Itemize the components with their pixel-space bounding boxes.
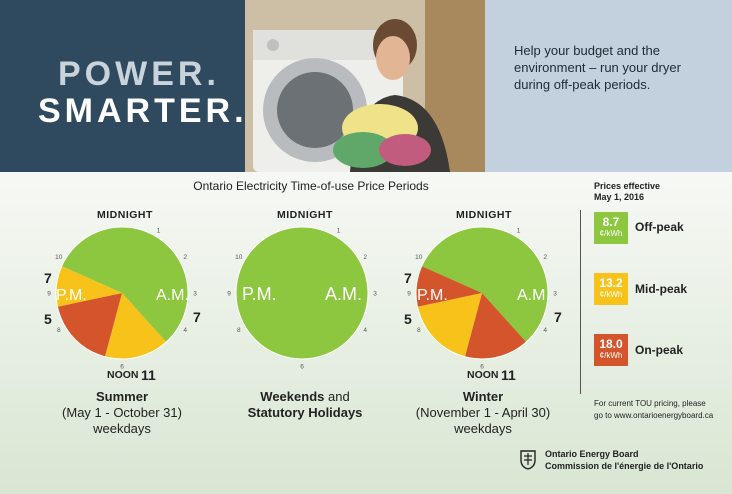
weekend-caption-and: and [324, 389, 350, 404]
winter-off-peak-segment-0 [421, 227, 548, 343]
summer-hour-tick-8: 8 [57, 327, 61, 334]
weekend-midnight-label: MIDNIGHT [277, 209, 333, 221]
legend-divider [580, 210, 581, 394]
weekends-hour-tick-2: 2 [363, 254, 367, 261]
mid-peak-price: 13.2 [599, 276, 623, 290]
on-peak-unit: ¢/kWh [599, 351, 623, 360]
summer-on-peak-segment-2 [57, 293, 122, 357]
winter-seven-pm: 7 [404, 270, 412, 286]
pricing-note-line1: For current TOU pricing, please [594, 399, 706, 408]
summer-mid-peak-segment-3 [55, 266, 122, 307]
winter-hour-tick-10: 10 [415, 254, 423, 261]
winter-seven-am: 7 [554, 309, 562, 325]
winter-caption-detail: (November 1 - April 30) weekdays [415, 405, 551, 436]
off-peak-label: Off-peak [635, 220, 684, 234]
weekends-hour-tick-4: 4 [363, 327, 367, 334]
tagline-text: Help your budget and the environment – r… [514, 43, 681, 92]
on-peak-price: 18.0 [599, 337, 623, 351]
weekend-am-label: A.M. [325, 284, 363, 304]
brand-line-1: POWER. [58, 55, 220, 93]
summer-hour-tick-2: 2 [183, 254, 187, 261]
summer-seven-am: 7 [193, 309, 201, 325]
summer-pm-label: P.M. [56, 287, 87, 304]
winter-five-pm: 5 [404, 311, 412, 327]
summer-am-label: A.M. [156, 287, 189, 304]
section-title: Ontario Electricity Time-of-use Price Pe… [0, 179, 732, 193]
off-peak-price: 8.7 [602, 215, 620, 229]
header-brand-panel [0, 0, 245, 172]
summer-five-pm: 5 [44, 311, 52, 327]
winter-noon-label: NOON [467, 369, 499, 381]
winter-hour-tick-2: 2 [543, 254, 547, 261]
summer-seven-pm: 7 [44, 270, 52, 286]
pricing-note: For current TOU pricing, please go to ww… [594, 398, 724, 422]
weekends-hour-tick-1: 1 [337, 227, 341, 234]
summer-off-peak-segment-0 [61, 227, 189, 343]
winter-hour-tick-4: 4 [543, 327, 547, 334]
summer-eleven-am: 11 [141, 367, 156, 383]
summer-mid-peak-segment-1 [104, 293, 167, 359]
pricing-note-line2: go to www.ontarioenergyboard.ca [594, 411, 714, 420]
dryer-photo [245, 0, 485, 172]
summer-hour-tick-10: 10 [55, 254, 63, 261]
summer-clock-rim [55, 226, 189, 360]
summer-midnight-label: MIDNIGHT [97, 209, 153, 221]
winter-am-label: A.M. [517, 287, 550, 304]
mid-peak-unit: ¢/kWh [599, 290, 623, 299]
weekends-clock-rim [235, 226, 369, 360]
winter-hour-tick-1: 1 [517, 227, 521, 234]
summer-caption-title: Summer [95, 389, 149, 404]
winter-clock-rim [415, 226, 549, 360]
on-peak-label: On-peak [635, 343, 684, 357]
tagline-panel [485, 0, 732, 172]
summer-noon-label: NOON [107, 369, 139, 381]
legend-title-line1: Prices effective [594, 181, 661, 191]
section-title-text: Ontario Electricity Time-of-use Price Pe… [193, 179, 429, 193]
off-peak-unit: ¢/kWh [599, 229, 623, 238]
summer-caption: Summer (May 1 - October 31) weekdays [37, 389, 207, 437]
summer-hour-tick-6: 6 [120, 364, 124, 371]
weekends-off-peak-segment-0 [236, 227, 368, 359]
winter-hour-tick-6: 6 [480, 364, 484, 371]
mid-peak-label: Mid-peak [635, 282, 688, 296]
winter-on-peak-segment-1 [464, 293, 527, 359]
clock-diagrams: 1 2 3 4 6 8 9 10 1 2 3 4 6 8 9 10 1 2 3 4 6 8 9 10 [47, 226, 557, 371]
summer-hour-tick-4: 4 [183, 327, 187, 334]
oeb-name-en: Ontario Energy Board [545, 449, 639, 459]
legend-title: Prices effective May 1, 2016 [594, 181, 660, 203]
winter-on-peak-segment-3 [416, 266, 482, 307]
winter-hour-tick-8: 8 [417, 327, 421, 334]
ontario-crest-icon [520, 450, 536, 470]
winter-caption-title: Winter [462, 389, 504, 404]
summer-hour-tick-9: 9 [47, 291, 51, 298]
legend-title-line2: May 1, 2016 [594, 192, 645, 202]
winter-pm-label: P.M. [417, 287, 448, 304]
brand-line-2: SMARTER. [38, 92, 248, 130]
weekends-hour-tick-6: 6 [300, 364, 304, 371]
summer-caption-detail: (May 1 - October 31) weekdays [62, 405, 182, 436]
weekend-pm-label: P.M. [242, 284, 277, 304]
weekend-caption-title: Weekends [260, 389, 325, 404]
weekends-hour-tick-9: 9 [227, 291, 231, 298]
oeb-name-fr: Commission de l'énergie de l'Ontario [545, 461, 704, 471]
mid-peak-swatch: 13.2 ¢/kWh [594, 273, 628, 305]
weekends-hour-tick-8: 8 [237, 327, 241, 334]
winter-hour-tick-3: 3 [553, 291, 557, 298]
winter-mid-peak-segment-2 [417, 293, 482, 357]
weekend-caption: Weekends and Statutory Holidays [220, 389, 390, 421]
weekends-hour-tick-10: 10 [235, 254, 243, 261]
winter-midnight-label: MIDNIGHT [456, 209, 512, 221]
summer-hour-tick-1: 1 [157, 227, 161, 234]
weekend-caption-holidays: Statutory Holidays [247, 405, 363, 420]
winter-hour-tick-9: 9 [407, 291, 411, 298]
weekends-hour-tick-3: 3 [373, 291, 377, 298]
winter-eleven-am: 11 [501, 367, 516, 383]
summer-hour-tick-3: 3 [193, 291, 197, 298]
winter-caption: Winter (November 1 - April 30) weekdays [398, 389, 568, 437]
on-peak-swatch: 18.0 ¢/kWh [594, 334, 628, 366]
off-peak-swatch: 8.7 ¢/kWh [594, 212, 628, 244]
oeb-name: Ontario Energy Board Commission de l'éne… [545, 448, 703, 472]
